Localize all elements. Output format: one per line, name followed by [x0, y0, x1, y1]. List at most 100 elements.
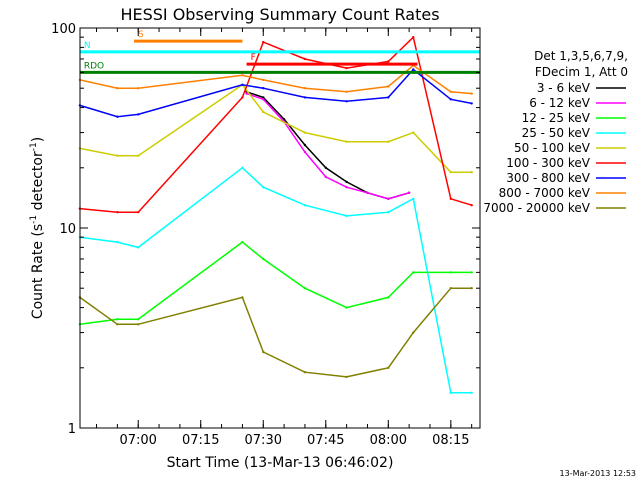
- x-tick-label: 08:15: [432, 433, 469, 448]
- x-tick-label: 07:30: [245, 433, 282, 448]
- series-8-point: [262, 78, 265, 82]
- series-8-point: [387, 85, 390, 88]
- y-tick-label: 10: [59, 222, 76, 237]
- series-4-point: [303, 204, 307, 207]
- series-9-point: [303, 371, 307, 374]
- series-6-point: [116, 211, 119, 214]
- legend-header-1: Det 1,3,5,6,7,9,: [534, 49, 628, 63]
- x-axis-label: Start Time (13-Mar-13 06:46:02): [167, 455, 394, 471]
- chart-title: HESSI Observing Summary Count Rates: [120, 5, 439, 24]
- series-1-point: [282, 118, 286, 121]
- series-1-point: [324, 166, 327, 169]
- series-8-point: [137, 87, 140, 90]
- series-2-point: [324, 175, 327, 179]
- series-9-point: [241, 296, 244, 299]
- series-7-point: [241, 83, 244, 87]
- series-7-point: [449, 98, 452, 101]
- series-9-point: [387, 366, 390, 369]
- legend-entry-label: 300 - 800 keV: [506, 171, 590, 185]
- series-4-point: [412, 197, 415, 200]
- series-3-point: [303, 287, 307, 290]
- series-7-point: [387, 96, 390, 99]
- series-4-point: [449, 391, 452, 394]
- legend-entry-label: 800 - 7000 keV: [499, 186, 591, 200]
- series-4-point: [116, 240, 119, 244]
- series-4-point: [470, 391, 473, 394]
- series-6-point: [137, 211, 140, 214]
- series-5-point: [262, 110, 265, 114]
- series-6-point: [262, 40, 265, 44]
- series-6-point: [470, 204, 473, 207]
- x-tick-label: 08:00: [370, 433, 407, 448]
- series-7-point: [116, 115, 119, 118]
- axes: 07:00 07:15 07:30 07:45 08:00 08:15 1 10 100: [51, 22, 481, 448]
- series-5-point: [137, 154, 140, 157]
- series-7-point: [345, 100, 348, 103]
- series-4-point: [345, 214, 348, 218]
- legend-header-2: FDecim 1, Att 0: [535, 65, 628, 79]
- series-line-5: [79, 83, 472, 173]
- legend-entry-label: 7000 - 20000 keV: [483, 201, 590, 215]
- series-8-point: [470, 92, 473, 95]
- legend-entry-label: 12 - 25 keV: [522, 111, 591, 125]
- legend: Det 1,3,5,6,7,9, FDecim 1, Att 0 3 - 6 k…: [483, 49, 628, 215]
- flag-label-n: N: [84, 41, 91, 51]
- series-line-4: [79, 166, 472, 394]
- series-6-point: [303, 57, 307, 61]
- series-5-point: [345, 140, 348, 143]
- legend-entry-label: 100 - 300 keV: [506, 156, 590, 170]
- series-4-point: [387, 211, 390, 214]
- series-4-point: [241, 166, 244, 169]
- y-tick-label: 1: [68, 422, 76, 437]
- series-2-point: [366, 191, 369, 194]
- series-3-point: [116, 318, 119, 321]
- plot-area: S N RDO F: [78, 30, 480, 394]
- series-9-point: [116, 323, 119, 326]
- series-6-point: [387, 60, 390, 63]
- series-3-point: [262, 257, 265, 261]
- legend-entry-label: 25 - 50 keV: [522, 126, 591, 140]
- series-5-point: [412, 131, 415, 134]
- series-9-point: [345, 375, 348, 379]
- series-6-point: [241, 96, 244, 99]
- series-9-point: [137, 323, 140, 326]
- series-8-point: [303, 87, 307, 90]
- series-3-point: [241, 240, 244, 244]
- series-line-3: [79, 241, 472, 326]
- flag-label-rdo: RDO: [84, 61, 104, 71]
- timestamp: 13-Mar-2013 12:53: [560, 469, 637, 478]
- series-7-point: [303, 96, 307, 99]
- x-tick-label: 07:00: [119, 433, 156, 448]
- series-1-point: [262, 96, 265, 99]
- x-tick-label: 07:15: [182, 433, 219, 448]
- series-9-point: [412, 331, 415, 334]
- y-tick-label: 100: [51, 22, 76, 37]
- series-3-point: [387, 296, 390, 299]
- x-tick-label: 07:45: [307, 433, 344, 448]
- series-3-point: [345, 306, 348, 309]
- series-5-point: [470, 171, 473, 174]
- series-5-point: [116, 154, 119, 157]
- legend-entry-label: 6 - 12 keV: [529, 96, 591, 110]
- legend-entry-label: 3 - 6 keV: [537, 81, 591, 95]
- series-8-point: [449, 90, 452, 94]
- series-8-point: [345, 90, 348, 94]
- series-3-point: [449, 271, 452, 274]
- series-5-point: [387, 140, 390, 143]
- series-9-point: [470, 287, 473, 290]
- series-line-2: [246, 92, 410, 200]
- flag-label-f: F: [251, 53, 256, 63]
- y-axis-label: Count Rate (s-1 detector-1): [29, 137, 46, 319]
- series-2-point: [387, 197, 390, 200]
- series-7-point: [137, 113, 140, 116]
- series-8-point: [116, 87, 119, 90]
- series-5-point: [303, 131, 307, 134]
- series-7-point: [470, 102, 473, 105]
- series-3-point: [470, 271, 473, 274]
- series-7-point: [412, 68, 415, 71]
- series-5-point: [449, 171, 452, 174]
- series-4-point: [137, 246, 140, 249]
- series-8-point: [241, 74, 244, 77]
- series-6-point: [412, 36, 415, 39]
